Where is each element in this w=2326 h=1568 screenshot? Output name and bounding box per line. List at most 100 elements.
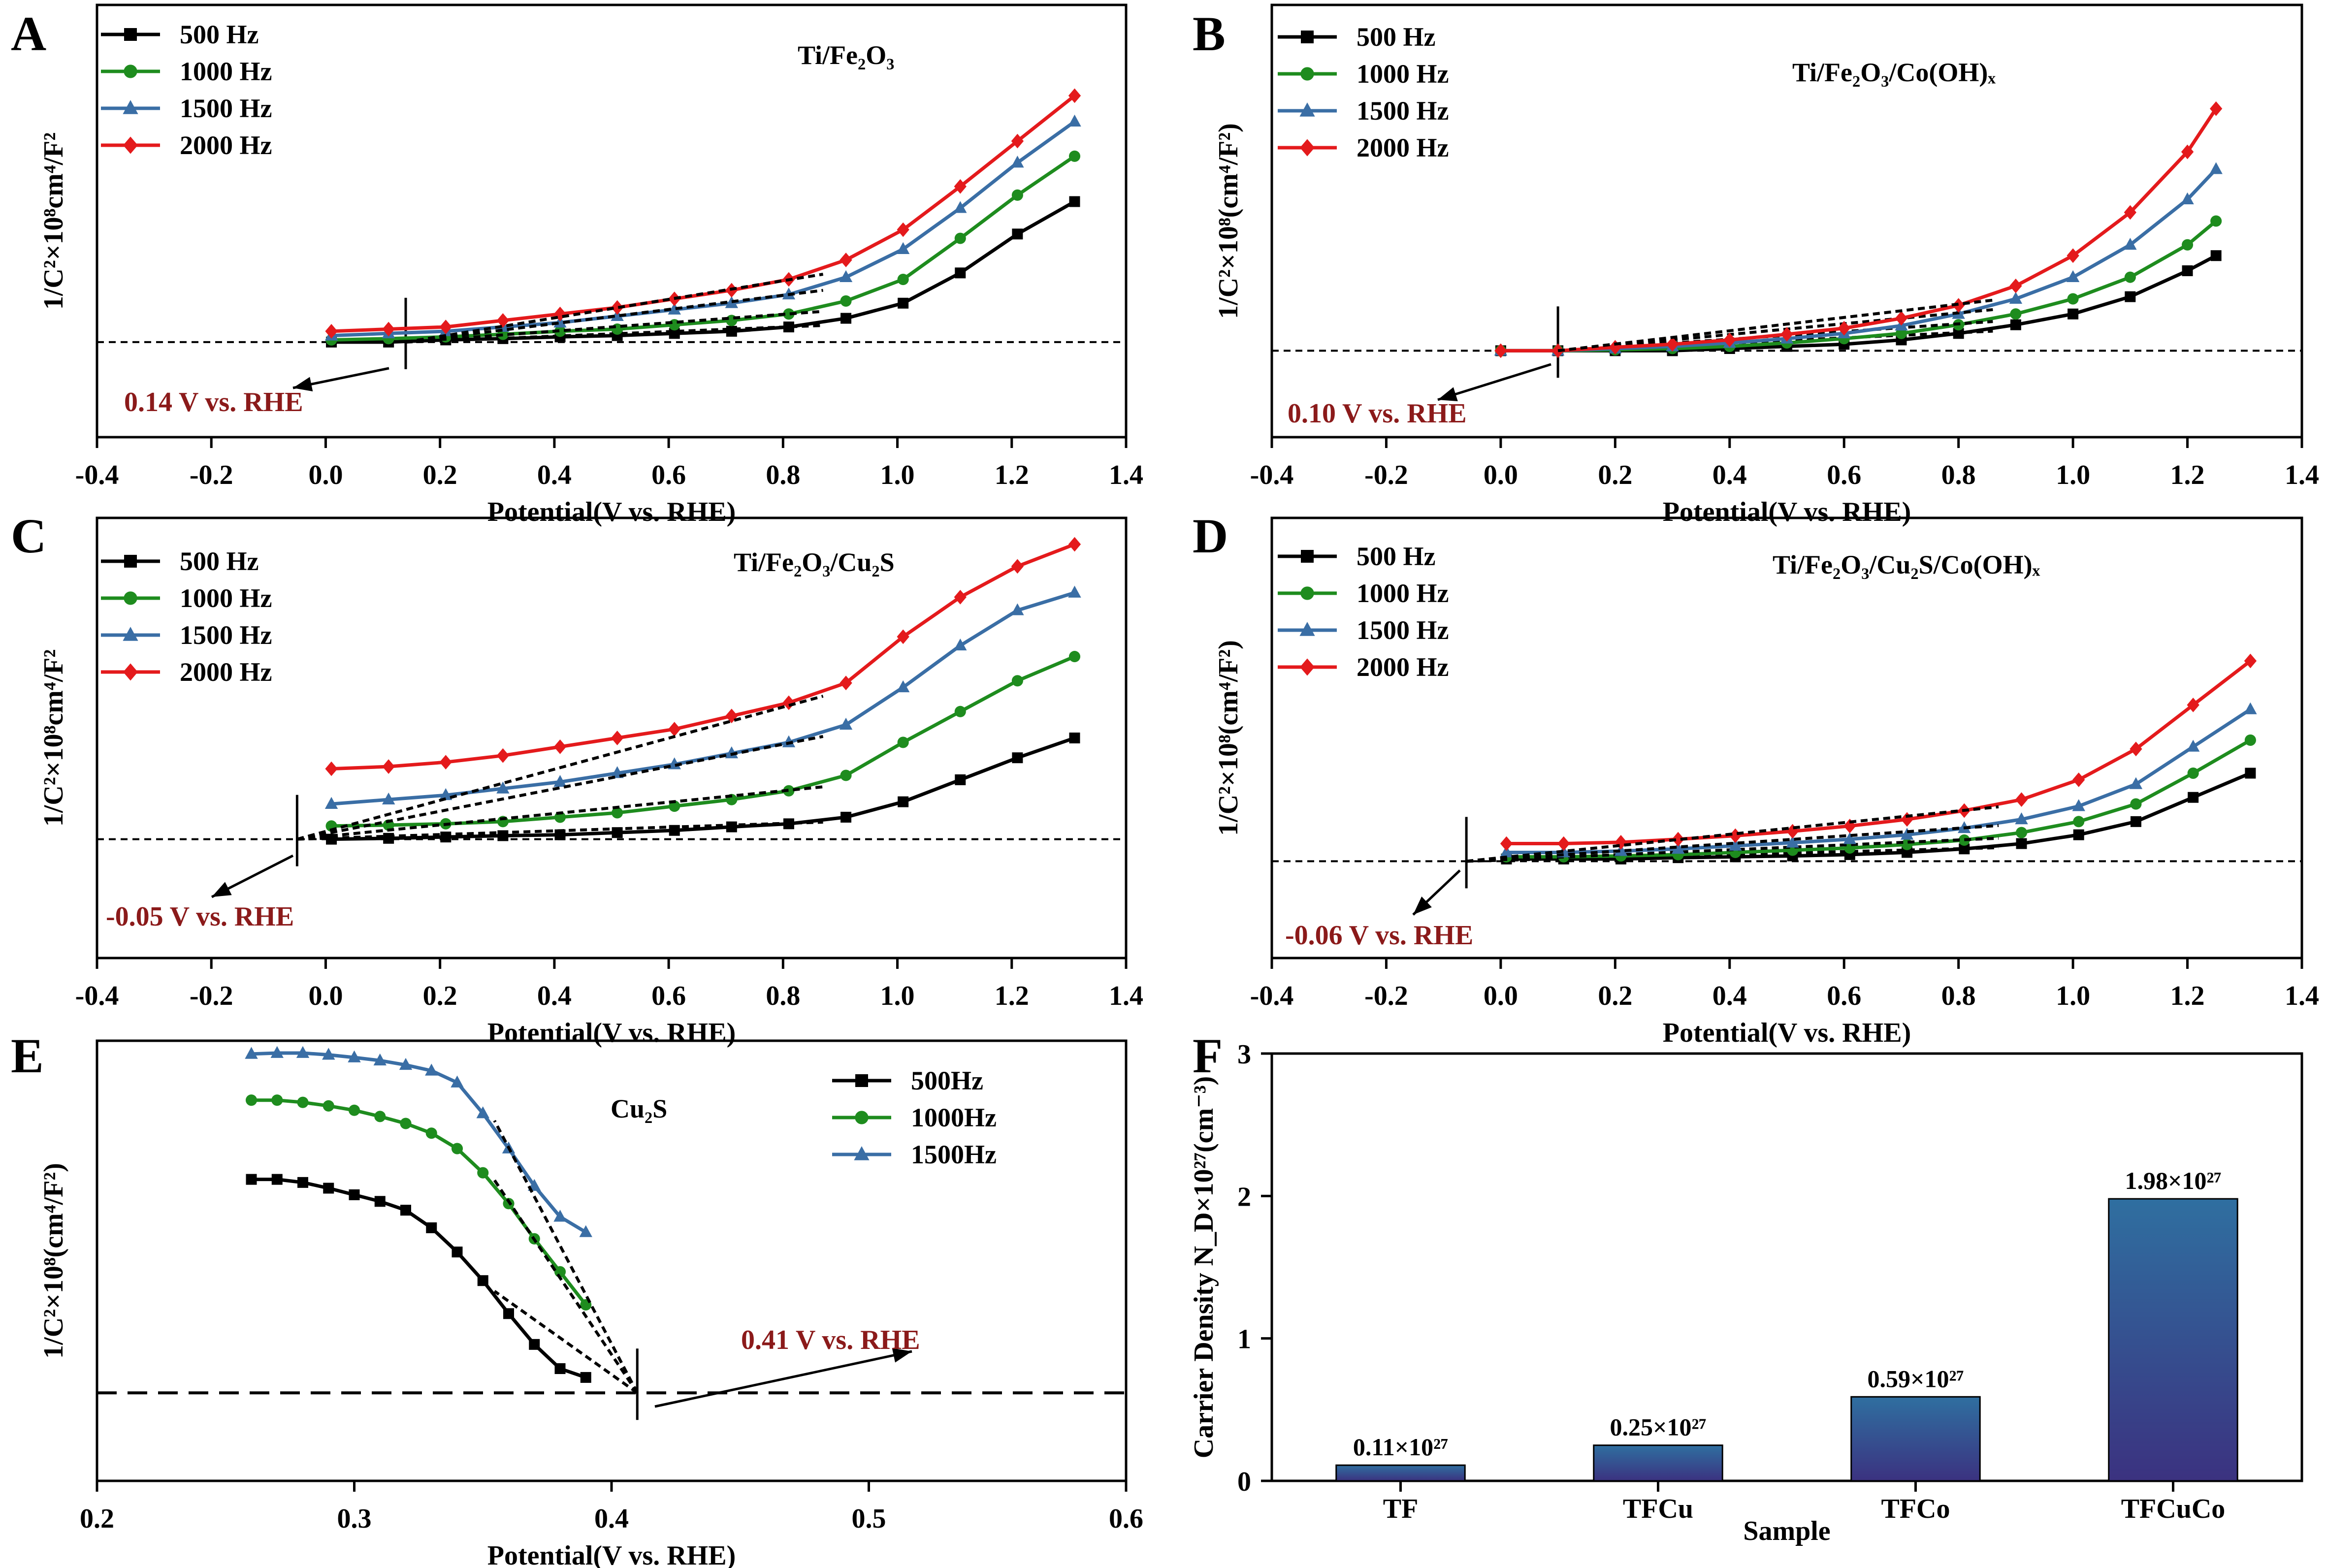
data-point <box>1666 337 1679 352</box>
data-point <box>839 717 853 730</box>
data-point <box>322 1048 335 1060</box>
fit-line <box>297 820 823 841</box>
x-tick-label: 0.4 <box>537 981 572 1011</box>
data-point <box>2015 792 2028 807</box>
data-point <box>2015 827 2028 838</box>
x-tick-label: 1.4 <box>1109 460 1143 490</box>
data-point <box>896 680 910 693</box>
data-point <box>1901 838 1913 850</box>
y-tick-label: 3 <box>1237 1039 1251 1070</box>
data-point <box>897 736 909 748</box>
bar-TFCuCo <box>2108 1198 2238 1482</box>
data-point <box>297 1177 308 1188</box>
data-point <box>349 1189 360 1200</box>
x-tick-label: 0.8 <box>1941 981 1976 1011</box>
data-point <box>840 811 852 823</box>
data-point <box>553 739 567 754</box>
fit-line <box>493 1120 639 1394</box>
legend-label: 500 Hz <box>1357 22 1435 52</box>
fit-line <box>405 310 823 344</box>
panel-label: C <box>11 509 46 563</box>
x-tick-label: TFCo <box>1881 1494 1950 1524</box>
x-tick-label: 0.6 <box>1109 1504 1143 1534</box>
data-point <box>897 629 909 644</box>
legend-label: 2000 Hz <box>1357 133 1449 162</box>
x-tick-label: -0.2 <box>190 981 233 1011</box>
bar-TF <box>1335 1464 1466 1482</box>
y-axis-label: 1/C²×10⁸(cm⁴/F²) <box>38 1163 69 1359</box>
x-tick-label: 1.4 <box>2285 460 2319 490</box>
data-point <box>270 1046 284 1058</box>
data-point <box>1011 559 1024 574</box>
legend-marker <box>124 591 137 605</box>
data-point <box>579 1225 592 1237</box>
data-point <box>1068 88 1081 103</box>
data-point <box>2210 250 2222 261</box>
data-point <box>2067 293 2079 305</box>
x-tick-label: 1.4 <box>2285 981 2319 1011</box>
data-point <box>611 731 624 745</box>
legend-marker <box>1300 658 1315 676</box>
data-point <box>1609 340 1621 355</box>
data-point <box>325 761 338 776</box>
legend-marker <box>1299 622 1315 636</box>
data-point <box>2124 205 2136 220</box>
data-point <box>2010 308 2022 320</box>
data-point <box>439 788 452 800</box>
data-point <box>271 1094 283 1106</box>
fit-line <box>405 273 824 344</box>
data-point <box>382 321 395 337</box>
data-point <box>2016 838 2027 849</box>
x-tick-label: 0.4 <box>1712 981 1747 1011</box>
data-point <box>374 1196 386 1207</box>
bar-data-label: 0.59×10²⁷ <box>1868 1365 1964 1392</box>
data-point <box>477 1275 488 1286</box>
bar-data-label: 0.25×10²⁷ <box>1610 1413 1707 1441</box>
data-point <box>1557 836 1570 851</box>
y-tick-label: 2 <box>1237 1182 1251 1212</box>
data-point <box>2072 772 2085 787</box>
x-tick-label: 1.4 <box>1109 981 1143 1011</box>
data-point <box>325 324 338 339</box>
x-axis-label: Potential(V vs. RHE) <box>1663 497 1911 527</box>
x-tick-label: 0.4 <box>537 460 572 490</box>
legend-marker <box>123 100 138 114</box>
data-point <box>451 1143 463 1154</box>
data-point <box>2186 739 2200 752</box>
intercept-label: -0.06 V vs. RHE <box>1285 920 1473 951</box>
panel-label: B <box>1193 6 1226 61</box>
data-point <box>554 829 566 840</box>
bar-data-label: 0.11×10²⁷ <box>1353 1433 1448 1461</box>
legend-label: 500 Hz <box>180 546 258 576</box>
legend-label: 2000 Hz <box>180 657 272 687</box>
legend-label: 1500 Hz <box>180 620 272 650</box>
data-point <box>668 722 681 736</box>
x-tick-label: 0.4 <box>1712 460 1747 490</box>
x-tick-label: 0.0 <box>1484 460 1518 490</box>
data-point <box>324 797 338 809</box>
x-tick-label: 0.4 <box>594 1504 629 1534</box>
data-point <box>2125 291 2136 302</box>
bar-TFCo <box>1850 1396 1981 1482</box>
fit-line <box>405 288 823 344</box>
data-point <box>783 321 794 333</box>
series-line-2000Hz <box>1500 107 2218 352</box>
x-tick-label: 1.0 <box>2056 981 2090 1011</box>
legend-label: 1000Hz <box>911 1103 997 1132</box>
x-tick-label: 0.8 <box>766 981 800 1011</box>
legend-label: 1000 Hz <box>180 57 272 86</box>
data-point <box>2124 237 2137 250</box>
x-tick-label: 0.2 <box>1598 460 1632 490</box>
data-point <box>954 705 966 717</box>
x-tick-label: 1.0 <box>2056 460 2090 490</box>
data-point <box>2130 741 2142 757</box>
legend-label: 2000 Hz <box>180 130 272 160</box>
data-point <box>954 179 967 194</box>
data-point <box>529 1339 540 1350</box>
data-point <box>297 1096 309 1108</box>
y-axis-label: 1/C²×10⁸cm⁴/F² <box>38 649 69 827</box>
legend-marker <box>1300 586 1314 600</box>
data-point <box>400 1118 412 1129</box>
data-point <box>782 735 796 747</box>
data-point <box>2245 768 2256 779</box>
